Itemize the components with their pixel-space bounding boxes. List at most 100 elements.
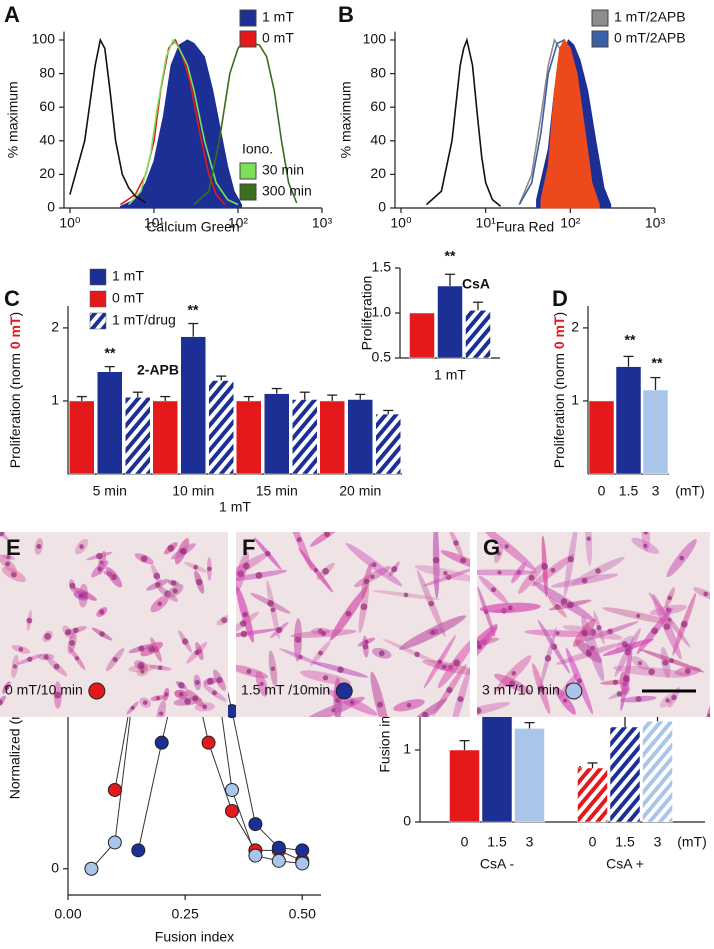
x-axis-label: 1 mT [434,367,466,383]
nucleus [437,659,443,665]
bar [97,371,123,475]
legend-label: 0 mT/2APB [614,30,686,46]
nucleus [267,600,274,607]
x-tick-label: 3 [526,834,534,850]
legend-label: 0 mT [112,290,144,306]
y-tick-label: 60 [39,98,55,114]
error-bar [299,391,310,400]
data-point [154,735,169,750]
nucleus [586,536,591,541]
nucleus [378,650,385,657]
panel-letter: F [242,535,255,560]
error-bar [623,355,634,367]
nucleus [504,544,509,549]
y-tick-label: 20 [370,165,386,181]
nucleus [497,570,502,575]
nucleus [276,626,283,634]
legend-swatch [89,312,107,330]
nucleus [414,651,420,658]
nucleus [140,555,148,563]
bar [514,728,545,823]
y-tick-label: 0 [378,199,386,215]
micrograph [0,532,228,717]
y-tick-label: 0.5 [372,349,392,365]
x-unit: (mT) [675,483,705,499]
nucleus [64,629,72,636]
nucleus [130,705,135,711]
nucleus [370,574,375,579]
nucleus [566,601,574,609]
nucleus [181,638,189,645]
nucleus [270,666,276,671]
error-bar [160,395,171,401]
nucleus [170,580,177,586]
data-point [224,803,239,818]
nucleus [264,550,271,557]
bar [577,767,608,823]
y-label-part: 0 mT [7,316,23,349]
nucleus [243,562,250,570]
error-bar [216,375,227,381]
panel-letter: B [338,2,354,27]
nucleus [0,699,3,706]
nucleus [453,659,461,667]
histogram-line [69,37,147,204]
error-bar [383,409,394,415]
nucleus [318,650,323,656]
x-tick-label: 0.25 [172,906,199,922]
nucleus [337,666,344,673]
micrograph [477,532,710,717]
x-tick-label: 0 [461,834,469,850]
nucleus [240,630,248,638]
nucleus [206,678,214,685]
nucleus [54,691,62,699]
nucleus [671,694,677,701]
error-bar [327,394,338,401]
nucleus [345,610,352,617]
error-bar [459,739,470,750]
bar [615,366,642,475]
nucleus [528,574,535,581]
micrograph-caption: 0 mT/10 min [5,682,83,698]
annotation: ** [652,355,663,371]
x-tick-label: 1.5 [615,834,635,850]
nucleus [324,532,331,538]
nucleus [313,568,318,573]
bar [642,389,669,475]
nucleus [445,574,452,580]
x-tick-label: 10³ [645,215,666,231]
y-tick-label: 20 [39,165,55,181]
nucleus [590,645,596,651]
y-tick-label: 1 [403,741,411,757]
x-unit: (mT) [677,834,707,850]
bar [208,380,234,475]
bar [609,726,641,823]
nucleus [154,582,161,588]
nucleus [335,697,341,703]
nucleus [544,655,552,662]
nucleus [643,543,648,548]
nucleus [477,644,482,650]
nucleus [194,679,200,686]
nucleus [137,662,145,669]
x-axis-label: Fusion index [155,929,234,945]
nucleus [406,702,412,708]
nucleus [595,568,601,574]
micrograph-caption: 3 mT/10 min [482,682,560,698]
nucleus [667,595,672,601]
nucleus [442,665,447,670]
y-tick-label: 40 [39,132,55,148]
x-tick-label: 1.5 [619,483,639,499]
nucleus [12,664,18,669]
nucleus [178,692,184,697]
y-tick-label: 2 [51,319,59,335]
nucleus [157,665,163,671]
nucleus [648,668,655,676]
y-label-part: ) [551,312,567,317]
nucleus [44,633,52,640]
annotation: 2-APB [137,362,179,378]
nucleus [541,563,549,570]
data-point [295,843,310,858]
nucleus [157,601,162,607]
annotation: ** [445,248,456,264]
